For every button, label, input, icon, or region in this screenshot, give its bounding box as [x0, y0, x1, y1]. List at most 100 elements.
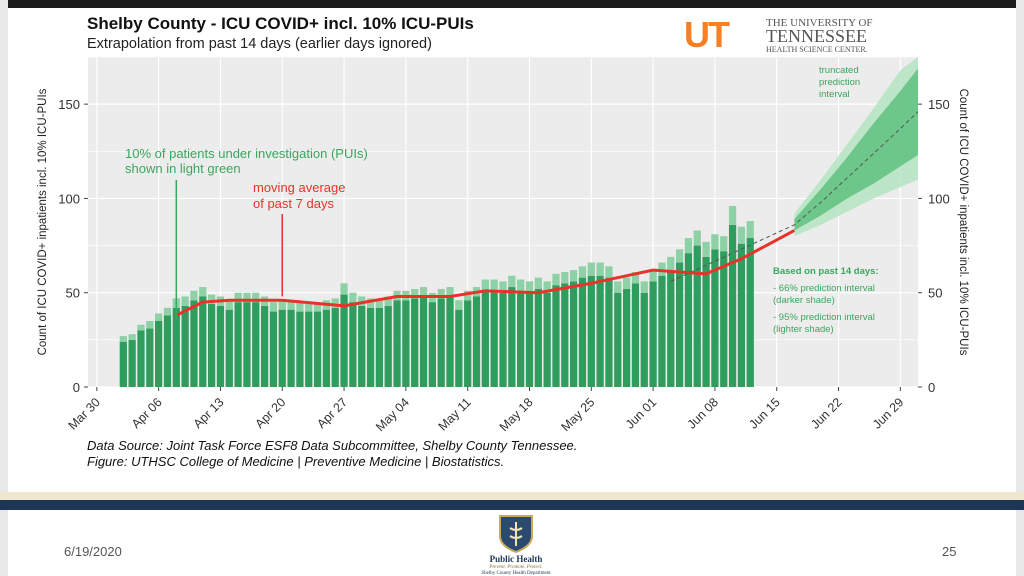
bar-pui — [737, 226, 746, 244]
bar-confirmed — [207, 304, 216, 387]
bar-confirmed — [287, 309, 295, 387]
bar-confirmed — [578, 277, 587, 387]
bar-confirmed — [402, 300, 410, 387]
bar-pui — [225, 300, 233, 310]
y-tick-label: 100 — [58, 191, 80, 206]
bar-confirmed — [640, 292, 648, 387]
bar-confirmed — [384, 305, 392, 387]
bar-confirmed — [552, 285, 560, 387]
pui-note-line2: shown in light green — [125, 161, 241, 176]
bar-pui — [331, 298, 339, 308]
y-tick-label: 150 — [58, 97, 80, 112]
bar-confirmed — [331, 307, 339, 387]
bar-confirmed — [296, 311, 304, 387]
bar-pui — [711, 234, 719, 250]
bar-pui — [728, 205, 737, 225]
bar-pui — [252, 292, 260, 303]
bar-pui — [358, 296, 366, 306]
bar-pui — [155, 313, 163, 321]
x-tick-label: Apr 13 — [191, 395, 227, 431]
prediction-mean-line — [670, 111, 919, 282]
y-tick-label: 50 — [66, 286, 80, 301]
bar-confirmed — [472, 296, 481, 387]
bar-confirmed — [234, 302, 242, 387]
bar-pui — [146, 321, 154, 329]
slide-page-number: 25 — [942, 544, 957, 559]
y2-tick-label: 100 — [928, 191, 950, 206]
bar-pui — [720, 236, 728, 252]
bar-confirmed — [216, 305, 225, 387]
pi66-note-line2: (darker shade) — [773, 295, 835, 306]
bar-confirmed — [419, 296, 428, 387]
uthsc-logo: UT THE UNIVERSITY OF TENNESSEE HEALTH SC… — [684, 14, 873, 54]
bar-pui — [490, 279, 498, 291]
bar-pui — [163, 307, 172, 316]
uthsc-logo-line3: HEALTH SCIENCE CENTER. — [766, 45, 868, 54]
bar-confirmed — [499, 292, 507, 387]
bar-pui — [596, 262, 604, 276]
bar-pui — [543, 281, 551, 293]
pi95-note-line2: (lighter shade) — [773, 324, 834, 335]
bar-confirmed — [243, 302, 251, 387]
bar-pui — [375, 298, 384, 308]
bar-pui — [614, 281, 622, 293]
bar-confirmed — [119, 341, 127, 387]
pi66-note-line1: - 66% prediction interval — [773, 283, 875, 294]
y-axis-label: Count of ICU COVID+ inpatients incl. 10%… — [37, 88, 49, 355]
x-tick-label: May 04 — [373, 395, 412, 434]
bar-pui — [234, 292, 242, 303]
bar-pui — [119, 336, 127, 342]
truncated-note-line3: interval — [819, 89, 850, 100]
left-frame-edge — [0, 0, 8, 576]
bar-pui — [313, 304, 322, 312]
bar-pui — [667, 256, 675, 271]
bar-confirmed — [543, 292, 551, 387]
x-tick-label: Jun 01 — [623, 395, 659, 431]
pi95-note-line1: - 95% prediction interval — [773, 312, 875, 323]
bar-pui — [446, 287, 454, 297]
bar-pui — [181, 296, 189, 306]
bar-confirmed — [393, 300, 401, 387]
right-frame-edge — [1016, 0, 1024, 576]
bar-pui — [296, 302, 304, 312]
bar-confirmed — [172, 307, 180, 387]
bar-confirmed — [605, 277, 613, 387]
public-health-tagline: Prevent. Promote. Protect. — [488, 565, 542, 570]
bar-pui — [631, 271, 640, 284]
bar-pui — [570, 270, 578, 282]
slide-date: 6/19/2020 — [64, 544, 122, 559]
bar-confirmed — [455, 309, 463, 387]
x-tick-label: Jun 15 — [746, 395, 782, 431]
bar-confirmed — [525, 292, 534, 387]
data-source-note: Data Source: Joint Task Force ESF8 Data … — [87, 438, 577, 470]
bar-pui — [552, 273, 560, 286]
bar-pui — [349, 292, 357, 303]
pui-note-line1: 10% of patients under investigation (PUI… — [125, 146, 368, 161]
bar-confirmed — [313, 311, 322, 387]
bar-confirmed — [464, 300, 472, 387]
bar-confirmed — [746, 238, 754, 387]
bar-confirmed — [720, 251, 728, 387]
x-tick-label: Apr 27 — [314, 395, 350, 431]
bar-pui — [207, 294, 216, 305]
uthsc-logo-line2: TENNESSEE — [766, 26, 867, 46]
bar-confirmed — [366, 307, 375, 387]
footer-band-cream — [0, 492, 1024, 500]
bar-pui — [278, 300, 286, 310]
bar-pui — [534, 277, 542, 289]
bar-pui — [269, 302, 278, 312]
x-tick-label: Apr 20 — [252, 395, 288, 431]
bar-confirmed — [481, 290, 489, 387]
y-tick-label: 0 — [73, 380, 80, 395]
bar-confirmed — [278, 309, 286, 387]
bar-confirmed — [587, 275, 595, 387]
bar-confirmed — [711, 249, 719, 387]
chart-title: Shelby County - ICU COVID+ incl. 10% ICU… — [87, 14, 474, 33]
bar-confirmed — [375, 307, 384, 387]
bar-confirmed — [199, 296, 207, 387]
bar-confirmed — [737, 243, 746, 387]
caduceus-icon — [509, 522, 523, 546]
bar-pui — [649, 270, 657, 282]
bar-pui — [419, 287, 428, 297]
source-line-2: Figure: UTHSC College of Medicine | Prev… — [87, 454, 505, 469]
